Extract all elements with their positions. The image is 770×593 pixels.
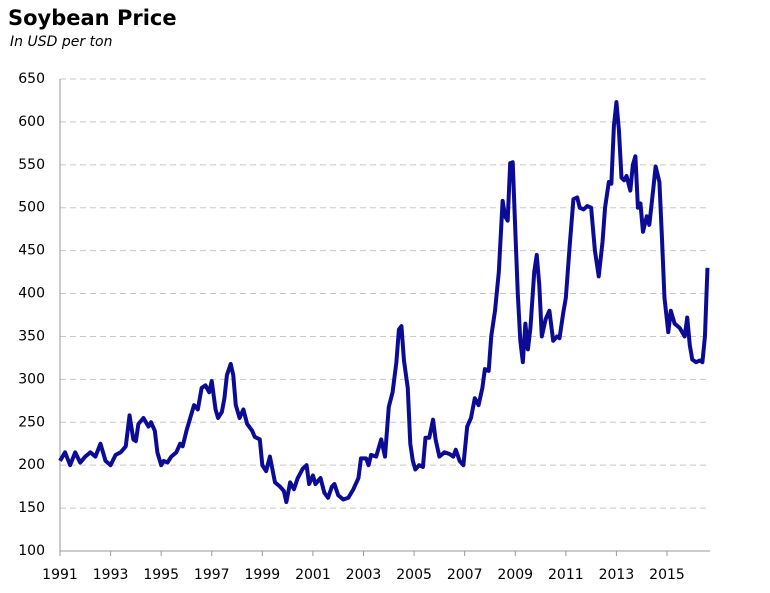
x-tick-label: 1997 <box>194 567 230 583</box>
y-tick-label: 450 <box>18 243 45 259</box>
y-tick-label: 600 <box>18 114 45 130</box>
x-tick-label: 2005 <box>396 567 432 583</box>
x-tick-label: 2009 <box>497 567 533 583</box>
chart-title: Soybean Price <box>8 6 177 30</box>
y-tick-label: 300 <box>18 371 45 387</box>
x-tick-label: 2013 <box>599 567 635 583</box>
y-tick-label: 550 <box>18 157 45 173</box>
x-tick-label: 2011 <box>548 567 584 583</box>
x-tick-label: 2015 <box>649 567 685 583</box>
y-tick-label: 650 <box>18 71 45 87</box>
y-tick-label: 200 <box>18 457 45 473</box>
y-tick-label: 100 <box>18 543 45 559</box>
chart-subtitle: In USD per ton <box>10 34 112 50</box>
x-tick-label: 1999 <box>245 567 281 583</box>
price-line <box>58 100 710 505</box>
y-tick-label: 400 <box>18 286 45 302</box>
y-tick-label: 500 <box>18 200 45 216</box>
y-tick-label: 150 <box>18 500 45 516</box>
y-tick-label: 350 <box>18 328 45 344</box>
x-tick-label: 2003 <box>346 567 382 583</box>
x-tick-label: 1991 <box>42 567 78 583</box>
x-tick-label: 2007 <box>447 567 483 583</box>
x-tick-label: 1993 <box>93 567 129 583</box>
y-tick-label: 250 <box>18 414 45 430</box>
x-tick-label: 1995 <box>143 567 179 583</box>
x-tick-label: 2001 <box>295 567 331 583</box>
